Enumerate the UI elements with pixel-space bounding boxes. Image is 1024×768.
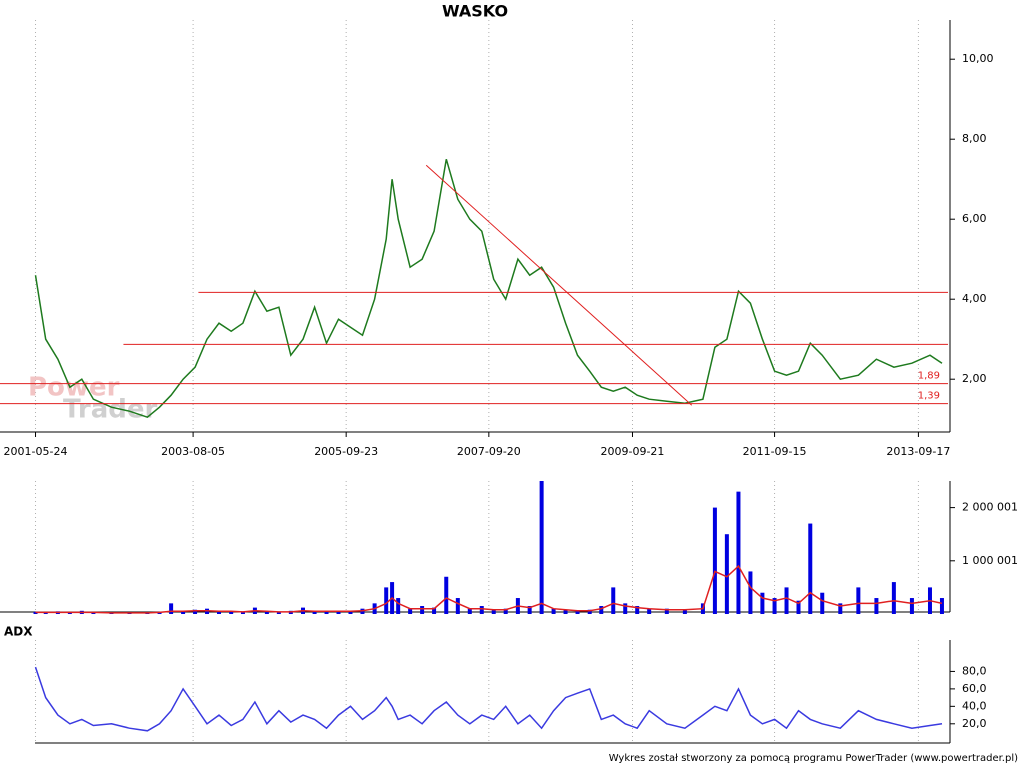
bar xyxy=(909,598,914,614)
bar xyxy=(599,606,604,614)
bar xyxy=(563,609,568,614)
bar xyxy=(479,606,484,614)
x-tick-label: 2009-09-21 xyxy=(601,445,665,458)
bar xyxy=(939,598,944,614)
bar xyxy=(264,611,269,614)
bar xyxy=(229,611,234,614)
level-label: 1,89 xyxy=(918,371,940,382)
bar xyxy=(193,609,198,614)
bar xyxy=(312,611,317,614)
x-tick-label: 2003-08-05 xyxy=(161,445,225,458)
bar xyxy=(336,610,341,614)
bar xyxy=(467,608,472,614)
y-tick-label: 2,00 xyxy=(962,372,987,385)
bar xyxy=(217,610,222,614)
x-tick-label: 2007-09-20 xyxy=(457,445,521,458)
bar xyxy=(181,610,186,614)
bar xyxy=(575,610,580,614)
bar xyxy=(551,608,556,614)
y-tick-label: 6,00 xyxy=(962,212,987,225)
bar xyxy=(384,587,389,614)
bar xyxy=(455,598,460,614)
level-label: 1,39 xyxy=(918,391,940,402)
bar xyxy=(635,606,640,614)
y-tick-label: 1 000 001 xyxy=(962,554,1018,567)
watermark: Power xyxy=(28,373,120,403)
bar xyxy=(724,534,729,614)
line xyxy=(34,666,943,732)
bar xyxy=(587,609,592,614)
bar xyxy=(820,592,825,614)
y-tick-label: 8,00 xyxy=(962,132,987,145)
bar xyxy=(276,611,281,614)
bar xyxy=(838,603,843,614)
bar xyxy=(432,607,437,614)
bar xyxy=(408,608,413,614)
y-tick-label: 2 000 001 xyxy=(962,501,1018,514)
bar xyxy=(348,611,353,614)
bar xyxy=(808,523,813,614)
bar xyxy=(91,612,96,614)
y-tick-label: 60,0 xyxy=(962,682,987,695)
bar xyxy=(420,606,425,614)
average-line xyxy=(35,564,943,614)
bar xyxy=(772,598,777,614)
bar xyxy=(891,582,896,614)
bar xyxy=(67,612,72,614)
bar xyxy=(682,609,687,614)
x-tick-label: 2005-09-23 xyxy=(314,445,378,458)
bar xyxy=(503,608,508,614)
bar xyxy=(539,481,544,614)
bar xyxy=(623,603,628,614)
bar xyxy=(43,612,48,614)
y-tick-label: 4,00 xyxy=(962,292,987,305)
bar xyxy=(784,587,789,614)
footer: Wykres został stworzony za pomocą progra… xyxy=(609,753,1018,764)
bar xyxy=(491,609,496,614)
bar xyxy=(169,603,174,614)
x-tick-label: 2013-09-17 xyxy=(886,445,950,458)
x-tick-label: 2001-05-24 xyxy=(4,445,68,458)
bar xyxy=(527,606,532,614)
chart-title: WASKO xyxy=(442,2,508,21)
bar xyxy=(796,600,801,614)
bar xyxy=(874,598,879,614)
y-tick-label: 40,0 xyxy=(962,699,987,712)
x-tick-label: 2011-09-15 xyxy=(743,445,807,458)
bar xyxy=(664,608,669,614)
bar xyxy=(324,610,329,614)
y-tick-label: 20,0 xyxy=(962,717,987,730)
trend-line xyxy=(425,164,693,406)
bar xyxy=(712,507,717,614)
bar xyxy=(760,592,765,614)
bar xyxy=(396,598,401,614)
bar xyxy=(611,587,616,614)
bar xyxy=(856,587,861,614)
watermark: Trader xyxy=(63,395,157,425)
y-tick-label: 10,00 xyxy=(962,52,994,65)
bar xyxy=(240,611,245,614)
bar xyxy=(748,571,753,614)
bar xyxy=(444,576,449,614)
panel-title: ADX xyxy=(4,625,33,639)
y-tick-label: 80,0 xyxy=(962,664,987,677)
bar xyxy=(736,491,741,614)
bar xyxy=(647,608,652,614)
